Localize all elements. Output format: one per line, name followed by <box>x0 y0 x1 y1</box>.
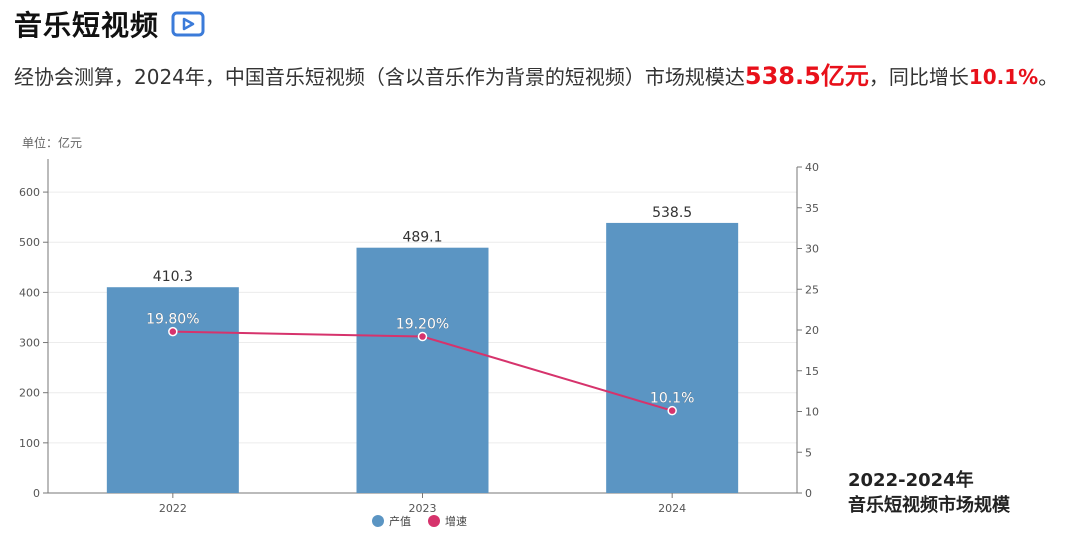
video-play-icon[interactable] <box>171 11 205 37</box>
side-caption: 2022-2024年 音乐短视频市场规模 <box>848 468 1010 518</box>
bar-label-2022: 410.3 <box>153 269 193 285</box>
x-tick-label: 2024 <box>658 502 686 515</box>
summary-text-2: ，同比增长 <box>868 65 969 89</box>
growth-label-2024: 10.1% <box>650 391 694 407</box>
x-tick-label: 2023 <box>409 502 437 515</box>
legend-label-output: 产值 <box>389 514 411 528</box>
bar-2022 <box>106 287 239 493</box>
bar-label-2023: 489.1 <box>402 230 442 246</box>
y-right-tick-label: 30 <box>805 243 819 256</box>
legend-marker-output <box>372 515 384 527</box>
legend-label-growth: 增速 <box>445 514 467 528</box>
y-left-tick-label: 300 <box>19 337 40 350</box>
market-size-chart: 0 100 200 300 400 500 600 0 5 10 15 20 25 30 35 40 2022 2… <box>19 159 819 528</box>
section-title: 音乐短视频 <box>14 9 160 42</box>
summary-market-size: 538.5亿元 <box>744 62 869 90</box>
y-right-tick-label: 40 <box>805 161 819 174</box>
summary-paragraph: 经协会测算，2024年，中国音乐短视频（含以音乐作为背景的短视频）市场规模达53… <box>14 52 1064 101</box>
y-right-tick-label: 25 <box>805 283 819 296</box>
side-caption-line1: 2022-2024年 <box>848 470 974 491</box>
y-left-tick-label: 0 <box>33 487 40 500</box>
y-left-tick-label: 100 <box>19 437 40 450</box>
growth-point-2024 <box>667 405 677 416</box>
y-right-tick-label: 35 <box>805 202 819 215</box>
summary-text-3: 。 <box>1038 65 1059 89</box>
y-left-tick-label: 200 <box>19 387 40 400</box>
summary-growth-rate: 10.1% <box>968 65 1039 89</box>
summary-text-1: 经协会测算，2024年，中国音乐短视频（含以音乐作为背景的短视频）市场规模达 <box>14 65 745 89</box>
y-right-tick-label: 15 <box>805 365 819 378</box>
growth-label-2022: 19.80% <box>146 312 199 328</box>
x-tick-label: 2022 <box>159 502 187 515</box>
bar-2024 <box>606 222 739 493</box>
y-right-tick-label: 5 <box>805 446 812 459</box>
y-left-tick-label: 600 <box>19 186 40 199</box>
legend-marker-growth <box>428 515 440 527</box>
y-right-tick-label: 20 <box>805 324 819 337</box>
y-right-tick-label: 10 <box>805 406 819 419</box>
unit-label: 单位：亿元 <box>22 136 83 150</box>
growth-point-2022 <box>168 326 178 337</box>
growth-point-2023 <box>417 331 428 342</box>
y-left-tick-label: 400 <box>19 286 40 299</box>
side-caption-line2: 音乐短视频市场规模 <box>848 495 1010 516</box>
y-left-tick-label: 500 <box>19 236 40 249</box>
bar-2023 <box>356 247 489 493</box>
bar-label-2024: 538.5 <box>652 205 692 221</box>
growth-label-2023: 19.20% <box>396 317 449 333</box>
y-right-tick-label: 0 <box>805 487 812 500</box>
section-header: 音乐短视频 <box>14 4 205 44</box>
